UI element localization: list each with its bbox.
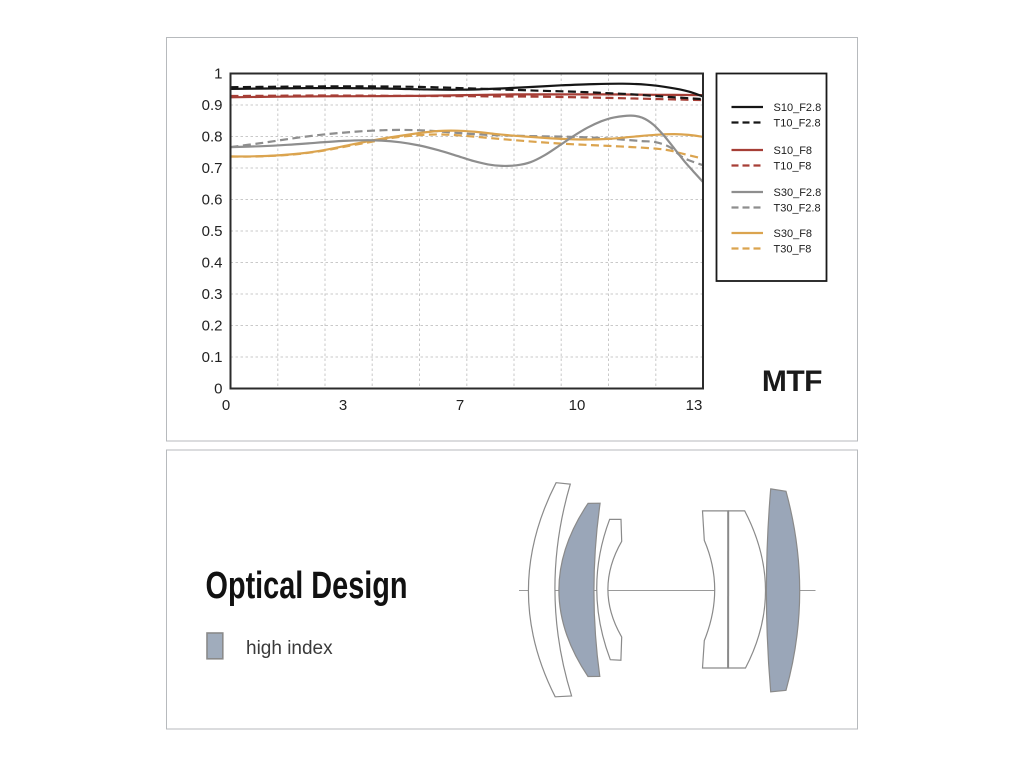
svg-text:0.9: 0.9	[202, 97, 223, 114]
svg-text:0.5: 0.5	[202, 223, 223, 240]
svg-text:0.6: 0.6	[202, 192, 223, 209]
svg-text:0.7: 0.7	[202, 160, 223, 177]
svg-text:T30_F8: T30_F8	[774, 244, 812, 256]
svg-text:Optical Design: Optical Design	[206, 565, 408, 607]
svg-text:S30_F2.8: S30_F2.8	[774, 187, 822, 199]
svg-text:0.3: 0.3	[202, 286, 223, 303]
svg-text:MTF: MTF	[762, 365, 822, 398]
svg-text:10: 10	[569, 397, 586, 414]
svg-text:0.2: 0.2	[202, 318, 223, 335]
svg-text:high index: high index	[246, 638, 333, 659]
svg-text:3: 3	[339, 397, 347, 414]
svg-text:S10_F2.8: S10_F2.8	[774, 102, 822, 114]
svg-text:S30_F8: S30_F8	[774, 228, 813, 240]
svg-text:T30_F2.8: T30_F2.8	[774, 203, 821, 215]
svg-text:0: 0	[222, 397, 230, 414]
svg-text:0.4: 0.4	[202, 255, 223, 272]
svg-text:T10_F2.8: T10_F2.8	[774, 118, 821, 130]
svg-text:7: 7	[456, 397, 464, 414]
svg-text:13: 13	[686, 397, 703, 414]
svg-text:1: 1	[214, 66, 222, 83]
svg-text:0.1: 0.1	[202, 349, 223, 366]
svg-text:S10_F8: S10_F8	[774, 145, 813, 157]
svg-text:0.8: 0.8	[202, 129, 223, 146]
svg-text:0: 0	[214, 381, 222, 398]
svg-text:T10_F8: T10_F8	[774, 161, 812, 173]
